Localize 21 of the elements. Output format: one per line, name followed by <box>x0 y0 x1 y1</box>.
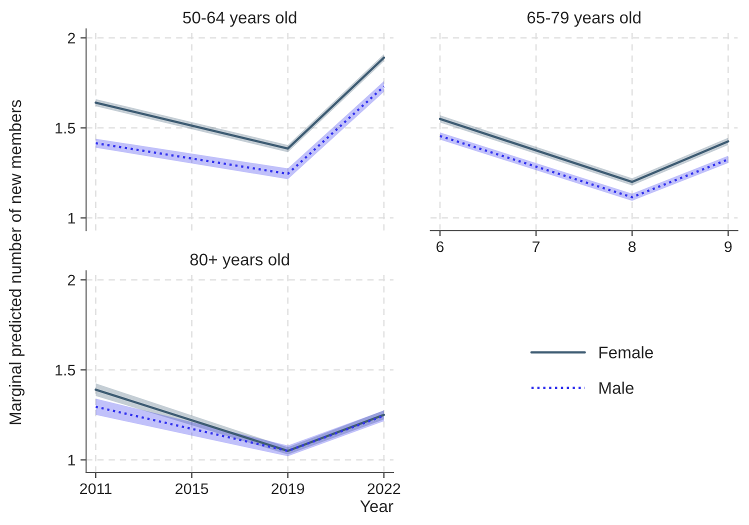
y-tick-label: 2 <box>68 274 75 286</box>
y-tick-label: 1 <box>68 212 75 224</box>
y-tick-label: 1.5 <box>56 122 76 134</box>
x-tick-label: 8 <box>628 241 636 252</box>
x-tick-label: 2022 <box>368 483 400 494</box>
x-tick-label: 2011 <box>80 483 112 494</box>
x-axis-title: Year <box>360 500 394 512</box>
legend-label: Male <box>599 382 634 394</box>
chart-title: 65-79 years old <box>527 11 640 27</box>
chart-title: 80+ years old <box>190 253 290 269</box>
y-tick-label: 2 <box>68 32 75 44</box>
x-tick-label: 7 <box>532 242 540 252</box>
y-tick-label: 1.5 <box>56 364 76 376</box>
x-tick-label: 6 <box>436 241 444 252</box>
chart-title: 50-64 years old <box>183 11 296 27</box>
y-tick-label: 1 <box>68 454 75 466</box>
x-tick-label: 2019 <box>272 483 304 494</box>
y-axis-title: Marginal predicted number of new members <box>8 100 25 424</box>
x-tick-label: 2015 <box>176 483 208 494</box>
x-tick-label: 9 <box>724 241 732 252</box>
legend-label: Female <box>599 346 653 358</box>
